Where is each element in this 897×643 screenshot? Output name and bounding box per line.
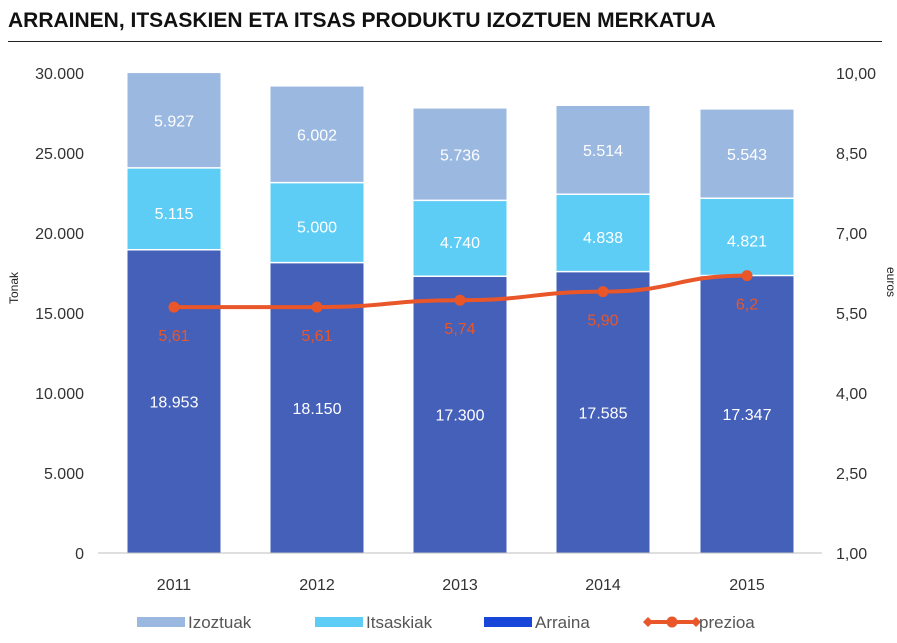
bar-izoztuak-2012 — [270, 86, 364, 183]
bar-value-label: 6.002 — [297, 128, 337, 145]
bar-value-label: 17.300 — [436, 408, 485, 425]
price-point-2015 — [741, 270, 753, 282]
y-tick-label: 5.000 — [44, 466, 84, 483]
y2-tick-label: 4,00 — [836, 386, 867, 403]
bar-izoztuak-2014 — [556, 106, 650, 195]
bar-arraina-2014 — [556, 271, 650, 553]
y-tick-label: 20.000 — [35, 226, 84, 243]
price-point-2014 — [597, 286, 609, 298]
bar-izoztuak-2013 — [413, 108, 507, 201]
legend-diamond-right — [691, 617, 701, 627]
bar-value-label: 17.585 — [579, 405, 628, 422]
bar-izoztuak-2011 — [127, 73, 221, 168]
legend-item-izoztuak: Izoztuak — [137, 613, 252, 632]
legend-label: Arraina — [535, 613, 590, 632]
legend-swatch — [484, 617, 532, 627]
price-value-label: 5,90 — [587, 313, 618, 330]
bar-itsaskiak-2013 — [413, 200, 507, 277]
y2-tick-label: 2,50 — [836, 466, 867, 483]
bar-value-label: 17.347 — [723, 407, 772, 424]
legend-label: Itsaskiak — [366, 613, 433, 632]
bar-value-label: 4.740 — [440, 235, 480, 252]
price-value-label: 5,61 — [301, 328, 332, 345]
bar-itsaskiak-2015 — [700, 198, 794, 276]
legend-label: Izoztuak — [188, 613, 252, 632]
title-rule — [8, 41, 882, 42]
bar-value-label: 5.927 — [154, 113, 194, 130]
y-axis-title: Tonak — [7, 271, 21, 304]
price-labels-group: 5,61 5,61 5,74 5,90 6,2 — [158, 297, 758, 345]
x-tick-label: 2014 — [585, 577, 621, 594]
legend-swatch-marker — [666, 616, 678, 628]
y-tick-label: 0 — [75, 546, 84, 563]
legend-item-itsaskiak: Itsaskiak — [315, 613, 433, 632]
legend-item-arraina: Arraina — [484, 613, 590, 632]
legend-item-prezioa: prezioa — [643, 613, 755, 632]
price-point-2011 — [168, 301, 180, 313]
y2-tick-label: 1,00 — [836, 546, 867, 563]
legend: Izoztuak Itsaskiak Arraina prezioa — [137, 613, 755, 632]
bar-value-label: 4.821 — [727, 234, 767, 251]
y-tick-label: 15.000 — [35, 306, 84, 323]
y-tick-label: 25.000 — [35, 146, 84, 163]
y2-tick-label: 5,50 — [836, 306, 867, 323]
bar-itsaskiak-2011 — [127, 167, 221, 250]
bar-arraina-2013 — [413, 276, 507, 553]
right-axis-ticks: 1,00 2,50 4,00 5,50 7,00 8,50 10,00 — [836, 66, 876, 563]
bar-arraina-2015 — [700, 275, 794, 553]
x-tick-label: 2015 — [729, 577, 765, 594]
x-tick-label: 2011 — [157, 577, 192, 594]
price-point-2012 — [311, 301, 323, 313]
legend-label: prezioa — [699, 613, 755, 632]
y2-tick-label: 7,00 — [836, 226, 867, 243]
y-tick-label: 30.000 — [35, 66, 84, 83]
bar-arraina-2011 — [127, 249, 221, 553]
bar-value-label: 4.838 — [583, 230, 623, 247]
bar-value-label: 18.953 — [150, 394, 199, 411]
price-value-label: 6,2 — [736, 297, 758, 314]
price-point-2013 — [454, 294, 466, 306]
bar-value-label: 18.150 — [293, 401, 342, 418]
bar-labels-group: 18.953 5.115 5.927 18.150 5.000 6.002 17.300 4.… — [150, 113, 772, 424]
price-value-label: 5,61 — [158, 328, 189, 345]
chart-title: ARRAINEN, ITSASKIEN ETA ITSAS PRODUKTU I… — [8, 9, 716, 32]
y2-tick-label: 10,00 — [836, 66, 876, 83]
bar-itsaskiak-2012 — [270, 182, 364, 263]
y-tick-label: 10.000 — [35, 386, 84, 403]
x-axis-ticks: 2011 2012 2013 2014 2015 — [157, 577, 765, 594]
x-tick-label: 2013 — [442, 577, 478, 594]
x-tick-label: 2012 — [299, 577, 335, 594]
legend-swatch — [315, 617, 363, 627]
legend-swatch — [137, 617, 185, 627]
bar-value-label: 5.000 — [297, 220, 337, 237]
y2-tick-label: 8,50 — [836, 146, 867, 163]
price-value-label: 5,74 — [444, 321, 475, 338]
price-line-group — [168, 270, 753, 313]
bar-value-label: 5.115 — [155, 206, 194, 223]
bar-itsaskiak-2014 — [556, 194, 650, 272]
bars-group — [127, 73, 794, 553]
left-axis-ticks: 0 5.000 10.000 15.000 20.000 25.000 30.000 — [35, 66, 84, 563]
bar-izoztuak-2015 — [700, 109, 794, 199]
y2-axis-title: euros — [884, 267, 897, 297]
bar-value-label: 5.514 — [583, 143, 623, 160]
legend-diamond-left — [643, 617, 653, 627]
bar-value-label: 5.543 — [727, 147, 767, 164]
bar-value-label: 5.736 — [440, 147, 480, 164]
